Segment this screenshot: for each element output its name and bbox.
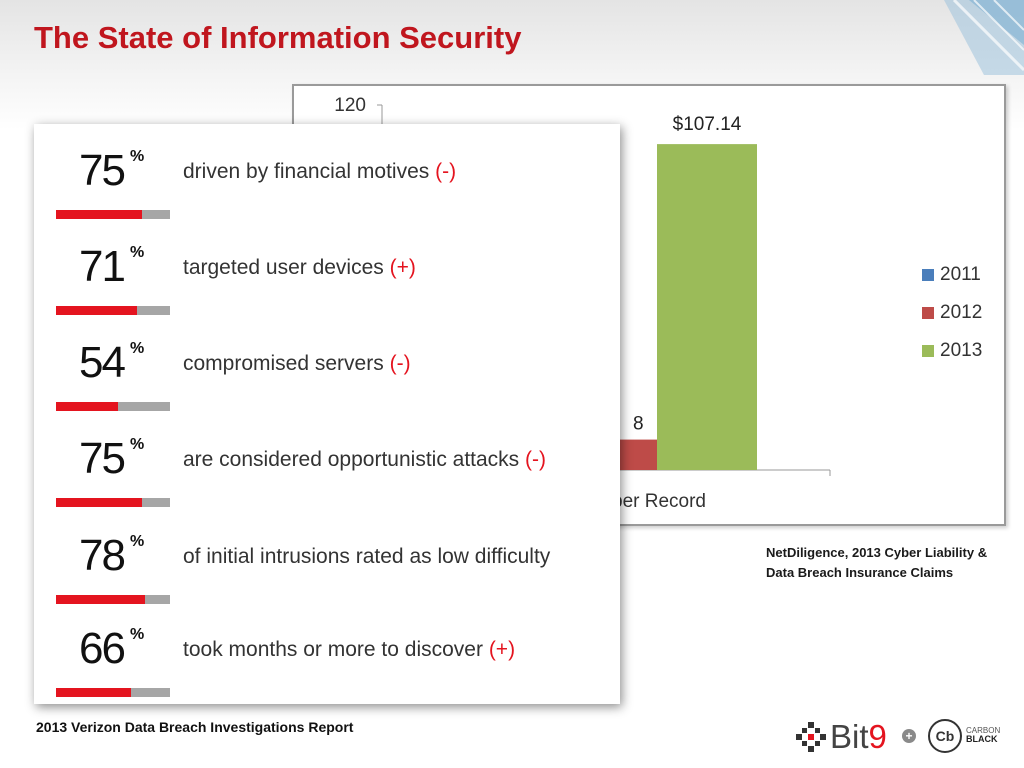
stat-label-text: are considered opportunistic attacks: [183, 448, 520, 471]
stat-trend-mark: (+): [389, 256, 416, 279]
stat-label-text: targeted user devices: [183, 256, 384, 279]
corner-decoration: [944, 0, 1024, 75]
stat-label-text: compromised servers: [183, 352, 384, 375]
bar-2013: [657, 144, 757, 470]
stat-label: took months or more to discover (+): [183, 638, 515, 662]
stat-value: 75: [79, 434, 126, 483]
stat-value: 78: [79, 531, 126, 580]
legend-swatch: [922, 307, 934, 319]
legend-item: 2013: [922, 332, 1002, 370]
legend-item: 2011: [922, 256, 1002, 294]
stat-value: 71: [79, 242, 126, 291]
bar-value-label: 8: [633, 414, 644, 435]
slide-title: The State of Information Security: [34, 20, 522, 55]
stat-percent-sign: %: [130, 340, 145, 357]
stat-label-text: driven by financial motives: [183, 160, 430, 183]
stat-value: 66: [79, 624, 126, 673]
black-text: BLACK: [966, 734, 998, 744]
stat-row: 54% compromised servers (-): [34, 338, 620, 411]
legend-label: 2012: [940, 302, 983, 323]
y-tick-label: 120: [334, 95, 366, 116]
legend-item: 2012: [922, 294, 1002, 332]
verizon-stats-card: 75% driven by financial motives (-) 71% tar…: [34, 124, 620, 704]
stat-label-text: took months or more to discover: [183, 638, 483, 661]
stat-bar-fill: [56, 306, 137, 315]
stats-source-citation: 2013 Verizon Data Breach Investigations …: [36, 719, 354, 735]
carbon-black-wordmark: CARBON BLACK: [966, 726, 1000, 744]
stat-bar: [56, 306, 170, 315]
legend-label: 2011: [940, 264, 981, 285]
stat-trend-mark: (-): [389, 352, 411, 375]
logo-plus-icon: +: [902, 729, 916, 743]
legend-swatch: [922, 269, 934, 281]
bit9-logo-icon: [796, 722, 826, 752]
stat-bar: [56, 498, 170, 507]
chart-source-citation: NetDiligence, 2013 Cyber Liability & Dat…: [766, 545, 988, 580]
bar-value-label: $107.14: [673, 114, 742, 135]
stat-bar-fill: [56, 402, 118, 411]
stat-row: 78% of initial intrusions rated as low di…: [34, 531, 620, 604]
bit9-wordmark: Bit9: [830, 718, 887, 756]
bit9-wordmark-text: Bit: [830, 718, 869, 755]
stat-label: targeted user devices (+): [183, 256, 416, 280]
stat-label: are considered opportunistic attacks (-): [183, 448, 546, 472]
stat-label: driven by financial motives (-): [183, 160, 456, 184]
stat-label-text: of initial intrusions rated as low diffi…: [183, 545, 551, 568]
stat-bar: [56, 595, 170, 604]
stat-percent-sign: %: [130, 244, 145, 261]
stat-label: of initial intrusions rated as low diffi…: [183, 545, 550, 569]
legend-swatch: [922, 345, 934, 357]
stat-bar: [56, 688, 170, 697]
stat-bar: [56, 402, 170, 411]
bit9-wordmark-nine: 9: [868, 718, 887, 755]
x-category-label: per Record: [612, 491, 706, 512]
stat-trend-mark: (+): [488, 638, 516, 661]
stat-bar-fill: [56, 498, 142, 507]
stat-row: 75% driven by financial motives (-): [34, 146, 620, 219]
stat-bar-fill: [56, 210, 142, 219]
stat-value: 75: [79, 146, 126, 195]
stat-bar-fill: [56, 688, 132, 697]
stat-percent-sign: %: [130, 148, 145, 165]
stat-trend-mark: (-): [525, 448, 547, 471]
stat-percent-sign: %: [130, 626, 145, 643]
bit9-carbon-black-logo: Bit9 + Cb CARBON BLACK: [794, 716, 1004, 758]
carbon-black-badge: Cb: [928, 719, 962, 753]
stat-percent-sign: %: [130, 436, 145, 453]
stat-bar-fill: [56, 595, 145, 604]
stat-label: compromised servers (-): [183, 352, 411, 376]
stat-bar: [56, 210, 170, 219]
stat-value: 54: [79, 338, 126, 387]
legend-label: 2013: [940, 340, 983, 361]
stat-trend-mark: (-): [435, 160, 457, 183]
carbon-text: CARBON: [966, 726, 1001, 735]
stat-row: 71% targeted user devices (+): [34, 242, 620, 315]
stat-row: 66% took months or more to discover (+): [34, 624, 620, 697]
chart-legend: 2011 2012 2013: [922, 256, 1002, 370]
stat-percent-sign: %: [130, 533, 145, 550]
stat-row: 75% are considered opportunistic attacks …: [34, 434, 620, 507]
